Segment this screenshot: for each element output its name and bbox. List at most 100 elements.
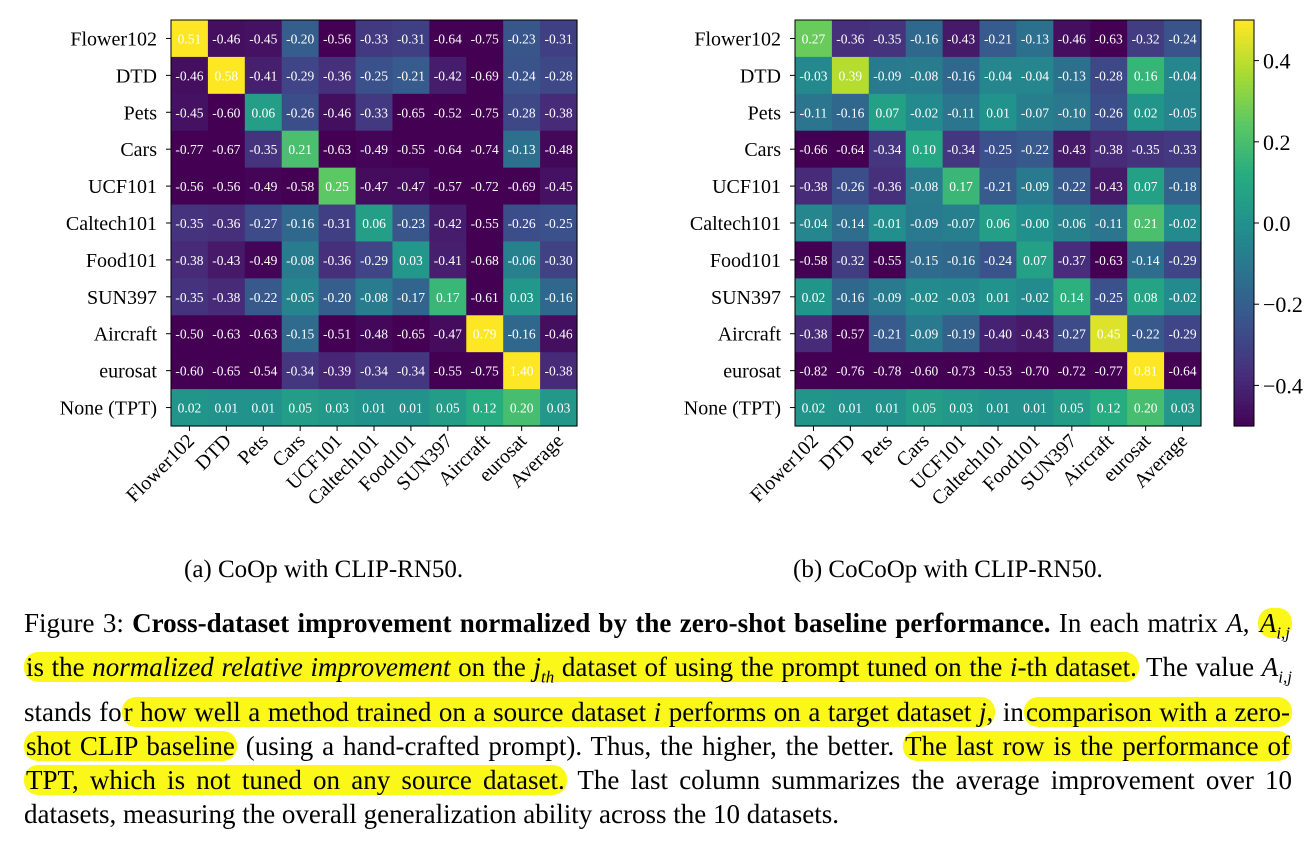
heatmap-cell	[318, 241, 357, 279]
cell-value-label: -0.13	[508, 142, 536, 157]
colorbar-segment	[1234, 145, 1254, 151]
colorbar-segment	[1234, 393, 1254, 399]
heatmap-a: 0.51 -0.46 -0.45 -0.20 -0.56 -0.33 -0.31 -0.64-…	[60, 19, 578, 510]
heatmap-cell	[355, 20, 394, 58]
heatmap-cell	[795, 56, 833, 95]
x-tick-label: Flower102	[746, 430, 823, 507]
colorbar-segment	[1234, 141, 1254, 147]
heatmap-cell	[466, 56, 504, 95]
cell-value-label: -0.09	[873, 68, 901, 83]
cell-value-label: -0.56	[212, 179, 240, 194]
cell-value-label: -0.08	[910, 68, 938, 83]
cell-value-label: -0.43	[212, 253, 240, 268]
heatmap-cell	[1090, 20, 1128, 58]
colorbar-segment	[1234, 251, 1254, 257]
heatmap-cell	[868, 130, 907, 169]
heatmap-cell	[1164, 204, 1202, 243]
heatmap-cell	[355, 130, 394, 169]
cell-value-label: -0.34	[397, 364, 425, 379]
x-tick-label: Pets	[858, 430, 897, 469]
heatmap-cell	[1016, 204, 1054, 243]
math-var: A	[1226, 608, 1243, 638]
heatmap-cell	[1090, 56, 1128, 95]
heatmap-cell	[1127, 315, 1165, 353]
cell-value-label: 1.40	[510, 364, 534, 379]
heatmap-cell	[503, 20, 541, 58]
heatmap-cell	[171, 278, 209, 316]
heatmap-cell	[831, 241, 870, 279]
colorbar-tick-label: −0.2	[1263, 292, 1303, 317]
cell-value-label: -0.22	[1132, 327, 1160, 342]
cell-value-label: 0.06	[986, 216, 1010, 231]
caption-text: dataset of using the prompt tuned on the	[554, 652, 1010, 683]
heatmap-cell	[171, 56, 209, 95]
colorbar-segment	[1234, 109, 1254, 114]
heatmap-cell	[392, 315, 430, 353]
cell-value-label: -0.43	[947, 31, 975, 46]
heatmap-cell	[429, 389, 467, 427]
colorbar-segment	[1234, 133, 1254, 139]
cell-value-label: 0.27	[802, 31, 826, 46]
heatmap-cell	[1090, 204, 1128, 243]
heatmap-cell	[466, 389, 504, 427]
colorbar-segment	[1234, 296, 1254, 301]
cell-value-label: 0.01	[875, 401, 899, 416]
caption-text: The last column summarizes the average i…	[24, 764, 1292, 829]
heatmap-cell	[392, 204, 430, 243]
cell-value-label: -0.21	[397, 68, 425, 83]
cell-value-label: -0.26	[836, 179, 864, 194]
cell-value-label: -0.52	[434, 105, 462, 120]
heatmap-cell	[831, 352, 870, 390]
heatmap-cell	[868, 352, 907, 390]
y-tick-label: DTD	[740, 65, 781, 87]
cell-value-label: -0.64	[1168, 364, 1196, 379]
cell-value-label: -0.65	[397, 327, 425, 342]
heatmap-cell	[905, 93, 944, 132]
cell-value-label: -0.82	[799, 364, 827, 379]
cell-value-label: -0.11	[1095, 216, 1123, 231]
heatmap-cell	[244, 167, 283, 206]
heatmap-cell	[942, 241, 981, 279]
cell-value-label: -0.09	[910, 327, 938, 342]
colorbar-tick-label: 0.0	[1263, 211, 1291, 236]
cell-value-label: -0.33	[360, 31, 388, 46]
heatmap-cell	[979, 315, 1018, 353]
heatmap-cell	[281, 352, 320, 390]
colorbar-segment	[1234, 421, 1254, 427]
heatmap-cell	[318, 130, 357, 169]
heatmap-cell	[281, 204, 320, 243]
heatmap-cell	[540, 20, 578, 58]
cell-value-label: -0.07	[947, 216, 975, 231]
cell-value-label: -0.18	[1168, 179, 1196, 194]
heatmap-cell	[207, 56, 246, 95]
cell-value-label: -0.74	[471, 142, 499, 157]
cell-value-label: -0.55	[471, 216, 499, 231]
heatmap-cell	[244, 130, 283, 169]
heatmap-cell	[392, 241, 430, 279]
cell-value-label: -0.35	[1132, 142, 1160, 157]
cell-value-label: -0.16	[947, 253, 975, 268]
cell-value-label: -0.39	[323, 364, 351, 379]
cell-value-label: -0.02	[910, 290, 938, 305]
heatmap-cell	[905, 278, 944, 316]
figure-caption: Figure 3: Cross-dataset improvement norm…	[24, 608, 1293, 829]
figure-label: Figure 3:	[24, 608, 124, 638]
heatmap-cell	[979, 167, 1018, 206]
heatmap-cell	[503, 56, 541, 95]
cell-value-label: -0.45	[249, 31, 277, 46]
cell-value-label: -0.34	[360, 364, 388, 379]
colorbar-segment	[1234, 198, 1254, 204]
colorbar-segment	[1234, 377, 1254, 382]
colorbar-segment	[1234, 113, 1254, 119]
cell-value-label: 0.03	[949, 401, 973, 416]
heatmap-cell	[868, 278, 907, 316]
heatmap-cell	[979, 20, 1018, 58]
heatmap-cell	[1127, 352, 1165, 390]
colorbar-segment	[1234, 125, 1254, 131]
cell-value-label: -0.38	[175, 253, 203, 268]
cell-value-label: -0.46	[544, 327, 572, 342]
colorbar-segment	[1234, 361, 1254, 366]
heatmap-cell	[905, 20, 944, 58]
heatmap-cell	[1016, 315, 1054, 353]
heatmap-cell	[244, 389, 283, 427]
